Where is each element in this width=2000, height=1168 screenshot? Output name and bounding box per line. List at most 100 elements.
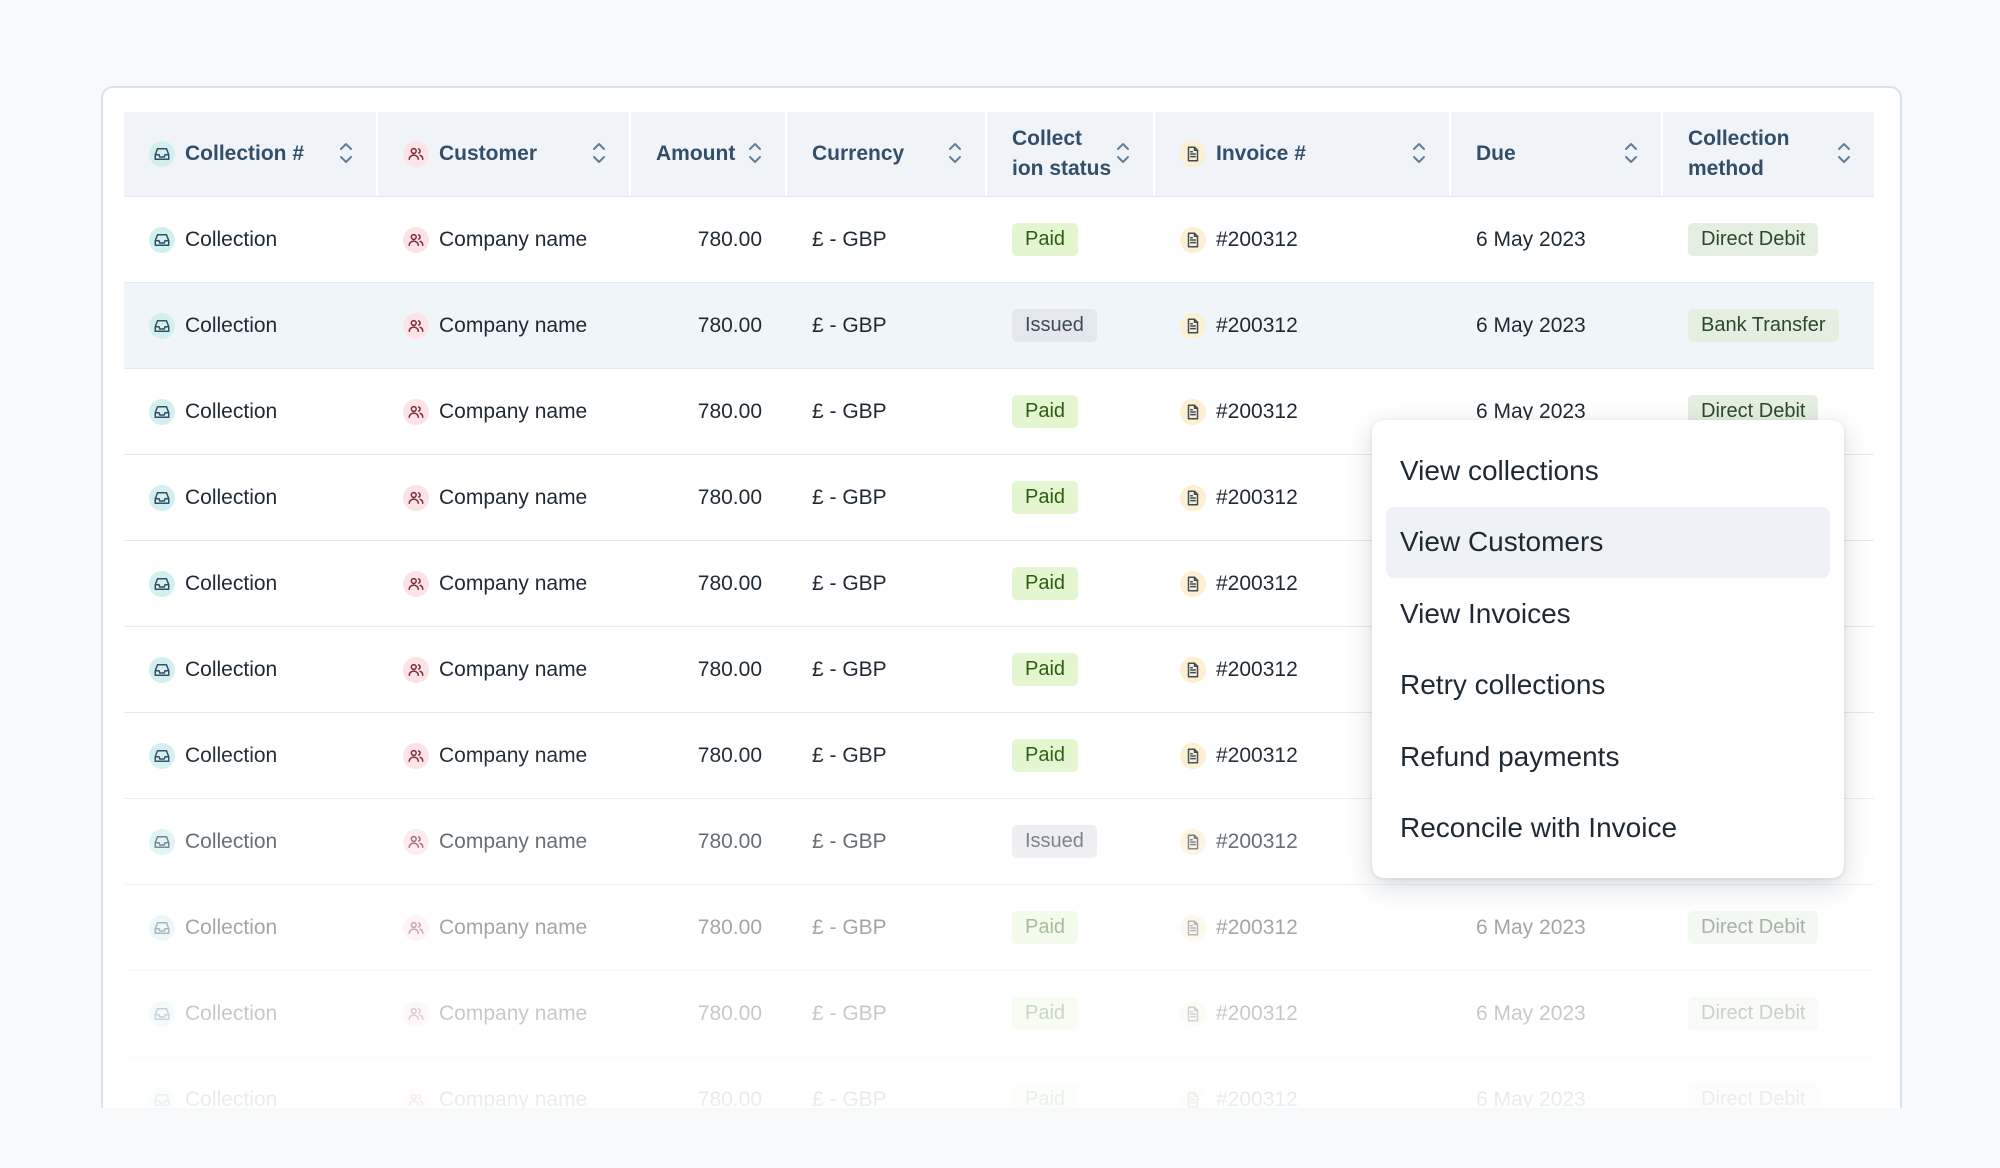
collection-cell[interactable]: Collection: [124, 455, 378, 540]
invoice-cell[interactable]: #200312: [1155, 627, 1451, 712]
table-row[interactable]: Collection Company name 780.00 £ - GBP Paid #…: [124, 971, 1874, 1057]
table-row[interactable]: Collection Company name 780.00 £ - GBP Paid #…: [124, 885, 1874, 971]
sort-icon[interactable]: [1623, 140, 1639, 166]
column-header-label: Invoice #: [1216, 142, 1306, 165]
document-icon: [1180, 398, 1206, 425]
document-icon: [1180, 828, 1206, 855]
table-row[interactable]: Collection Company name 780.00 £ - GBP Paid #…: [124, 541, 1874, 627]
menu-item-reconcile-with-invoice[interactable]: Reconcile with Invoice: [1400, 812, 1678, 844]
customer-name: Company name: [439, 313, 588, 337]
currency-value: £ - GBP: [812, 571, 887, 595]
column-header[interactable]: Customer: [378, 112, 631, 196]
sort-icon[interactable]: [1115, 140, 1131, 166]
column-header[interactable]: Collection #: [124, 112, 378, 196]
method-badge: Direct Debit: [1688, 1083, 1819, 1108]
customer-cell[interactable]: Company name: [378, 627, 631, 712]
table-row[interactable]: Collection Company name 780.00 £ - GBP Paid #…: [124, 369, 1874, 455]
invoice-cell[interactable]: #200312: [1155, 971, 1451, 1056]
invoice-number: #200312: [1216, 657, 1298, 681]
invoice-number: #200312: [1216, 485, 1298, 509]
customer-cell[interactable]: Company name: [378, 799, 631, 884]
collection-cell[interactable]: Collection: [124, 369, 378, 454]
amount-cell: 780.00: [631, 283, 787, 368]
collection-label: Collection: [185, 829, 278, 853]
invoice-number: #200312: [1216, 915, 1298, 939]
sort-icon[interactable]: [591, 140, 607, 166]
collection-cell[interactable]: Collection: [124, 541, 378, 626]
customer-name: Company name: [439, 1087, 588, 1109]
customer-cell[interactable]: Company name: [378, 1057, 631, 1108]
amount-cell: 780.00: [631, 971, 787, 1056]
status-cell: Issued: [987, 283, 1155, 368]
inbox-icon: [149, 312, 175, 339]
invoice-cell[interactable]: #200312: [1155, 1057, 1451, 1108]
amount-value: 780.00: [697, 657, 762, 681]
invoice-number: #200312: [1216, 227, 1298, 251]
customer-cell[interactable]: Company name: [378, 455, 631, 540]
column-header[interactable]: Collect ion status: [987, 112, 1155, 196]
menu-item-retry-collections[interactable]: Retry collections: [1400, 669, 1606, 701]
status-cell: Issued: [987, 799, 1155, 884]
currency-cell: £ - GBP: [787, 799, 987, 884]
invoice-cell[interactable]: #200312: [1155, 541, 1451, 626]
document-icon: [1180, 656, 1206, 683]
sort-icon[interactable]: [338, 140, 354, 166]
table-row[interactable]: Collection Company name 780.00 £ - GBP Issue…: [124, 283, 1874, 369]
customer-cell[interactable]: Company name: [378, 283, 631, 368]
table-row[interactable]: Collection Company name 780.00 £ - GBP Paid #…: [124, 627, 1874, 713]
menu-item-refund-payments[interactable]: Refund payments: [1400, 740, 1620, 772]
invoice-cell[interactable]: #200312: [1155, 283, 1451, 368]
method-cell: Direct Debit: [1663, 885, 1874, 970]
invoice-cell[interactable]: #200312: [1155, 885, 1451, 970]
sort-icon[interactable]: [1411, 140, 1427, 166]
collection-cell[interactable]: Collection: [124, 1057, 378, 1108]
amount-cell: 780.00: [631, 369, 787, 454]
column-header-label: Collection method: [1688, 127, 1790, 180]
sort-icon[interactable]: [947, 140, 963, 166]
table-row[interactable]: Collection Company name 780.00 £ - GBP Paid #…: [124, 1057, 1874, 1108]
status-badge: Paid: [1012, 223, 1079, 256]
customer-cell[interactable]: Company name: [378, 885, 631, 970]
currency-cell: £ - GBP: [787, 369, 987, 454]
collection-cell[interactable]: Collection: [124, 799, 378, 884]
column-header[interactable]: Collection method: [1663, 112, 1874, 196]
sort-icon[interactable]: [747, 140, 763, 166]
invoice-cell[interactable]: #200312: [1155, 197, 1451, 282]
status-badge: Paid: [1012, 653, 1079, 686]
invoice-cell[interactable]: #200312: [1155, 369, 1451, 454]
customer-cell[interactable]: Company name: [378, 197, 631, 282]
customer-cell[interactable]: Company name: [378, 713, 631, 798]
menu-item-view-collections[interactable]: View collections: [1400, 454, 1599, 486]
collection-cell[interactable]: Collection: [124, 713, 378, 798]
collection-cell[interactable]: Collection: [124, 197, 378, 282]
users-icon: [403, 312, 429, 339]
collection-cell[interactable]: Collection: [124, 971, 378, 1056]
column-header[interactable]: Invoice #: [1155, 112, 1451, 196]
table-row[interactable]: Collection Company name 780.00 £ - GBP Paid #…: [124, 197, 1874, 283]
sort-icon[interactable]: [1836, 140, 1852, 166]
due-date: 6 May 2023: [1476, 227, 1586, 251]
column-header[interactable]: Amount: [631, 112, 787, 196]
amount-cell: 780.00: [631, 541, 787, 626]
collection-cell[interactable]: Collection: [124, 627, 378, 712]
inbox-icon: [149, 914, 175, 941]
customer-cell[interactable]: Company name: [378, 541, 631, 626]
column-header[interactable]: Currency: [787, 112, 987, 196]
inbox-icon: [149, 484, 175, 511]
customer-cell[interactable]: Company name: [378, 369, 631, 454]
column-header[interactable]: Due: [1451, 112, 1663, 196]
collection-cell[interactable]: Collection: [124, 885, 378, 970]
table-row[interactable]: Collection Company name 780.00 £ - GBP Paid #…: [124, 455, 1874, 541]
menu-item-view-customers[interactable]: View Customers: [1386, 506, 1830, 578]
collection-cell[interactable]: Collection: [124, 283, 378, 368]
column-header-label: Amount: [656, 142, 736, 165]
customer-cell[interactable]: Company name: [378, 971, 631, 1056]
invoice-cell[interactable]: #200312: [1155, 455, 1451, 540]
currency-cell: £ - GBP: [787, 1057, 987, 1109]
invoice-number: #200312: [1216, 1001, 1298, 1025]
status-badge: Paid: [1012, 1083, 1079, 1108]
currency-value: £ - GBP: [812, 1087, 887, 1109]
menu-item-view-invoices[interactable]: View Invoices: [1400, 597, 1571, 629]
document-icon: [1180, 914, 1206, 941]
column-header-label: Collection #: [185, 142, 305, 165]
